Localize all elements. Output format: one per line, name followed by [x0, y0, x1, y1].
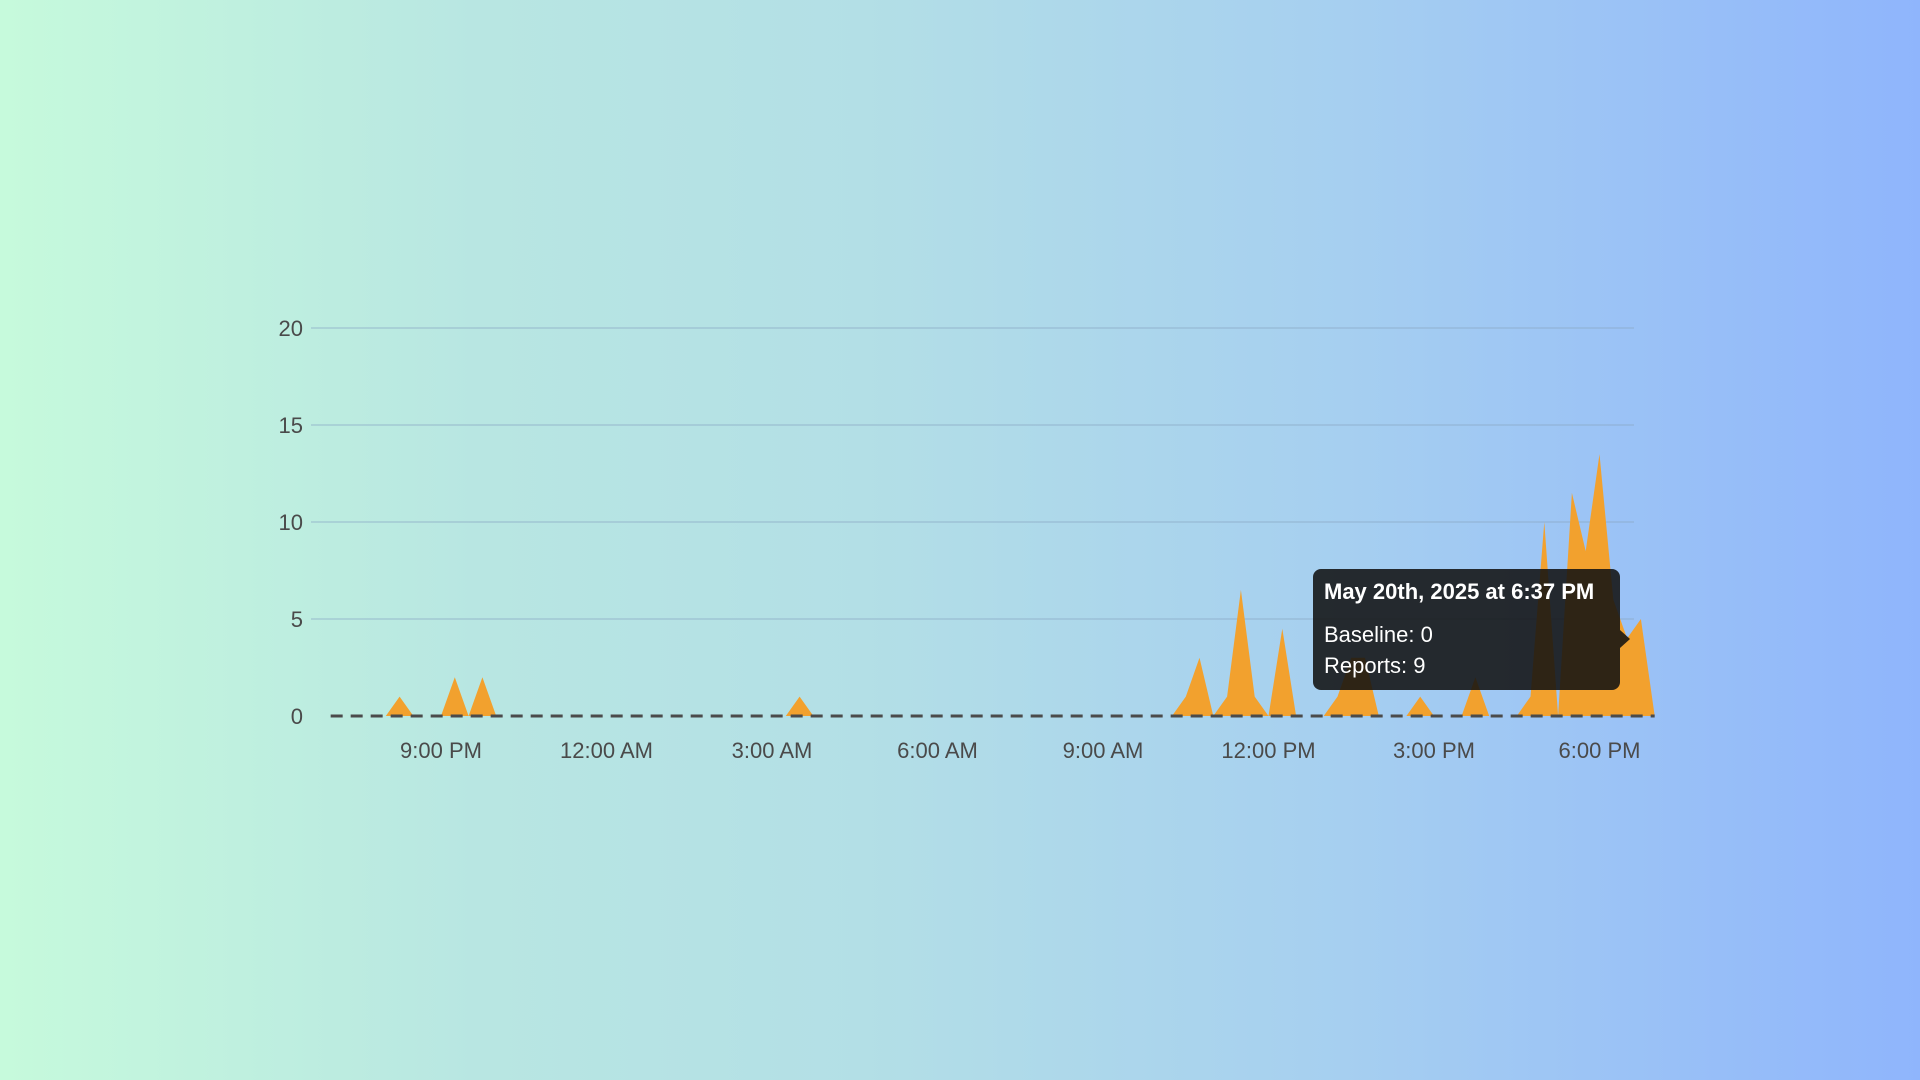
x-tick-label: 6:00 AM [897, 738, 978, 763]
tooltip-title: May 20th, 2025 at 6:37 PM [1324, 579, 1595, 604]
x-tick-label: 12:00 PM [1221, 738, 1315, 763]
x-tick-label: 9:00 AM [1063, 738, 1144, 763]
y-tick-label: 15 [279, 413, 303, 438]
x-tick-label: 3:00 AM [732, 738, 813, 763]
tooltip-reports: Reports: 9 [1324, 653, 1426, 678]
y-tick-label: 0 [291, 704, 303, 729]
y-tick-label: 10 [279, 510, 303, 535]
x-tick-label: 12:00 AM [560, 738, 653, 763]
x-tick-label: 3:00 PM [1393, 738, 1475, 763]
y-axis-labels: 0 5 10 15 20 [279, 316, 303, 729]
x-tick-label: 9:00 PM [400, 738, 482, 763]
x-axis-labels: 9:00 PM 12:00 AM 3:00 AM 6:00 AM 9:00 AM 12:0… [400, 738, 1640, 763]
x-tick-label: 6:00 PM [1559, 738, 1641, 763]
y-tick-label: 20 [279, 316, 303, 341]
y-tick-label: 5 [291, 607, 303, 632]
tooltip-baseline: Baseline: 0 [1324, 622, 1433, 647]
chart-tooltip: May 20th, 2025 at 6:37 PM Baseline: 0 Re… [1313, 569, 1630, 690]
